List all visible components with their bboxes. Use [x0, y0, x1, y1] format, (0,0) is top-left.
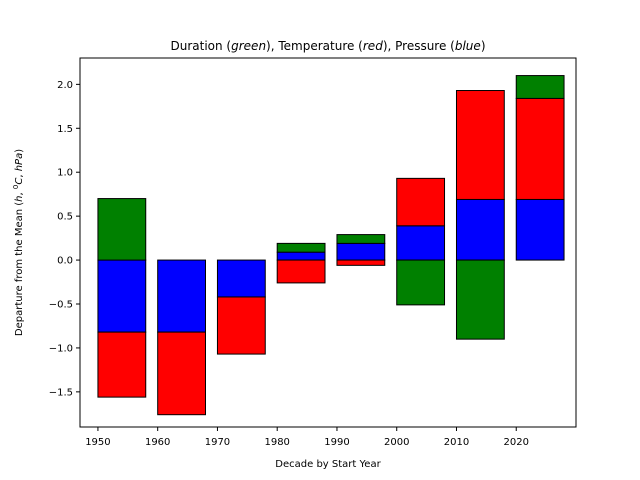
bar-s1-1950: [97, 331, 147, 398]
x-tick-label: 1980: [264, 437, 289, 448]
bar-s2-1980: [276, 242, 326, 253]
bar-s1-1990: [336, 259, 386, 266]
bar-s2-2010: [455, 259, 505, 340]
bars-layer: [97, 75, 565, 416]
y-tick-label: −0.5: [49, 300, 73, 311]
x-axis-label: Decade by Start Year: [275, 459, 381, 470]
bar-s0-1960: [157, 259, 207, 333]
bar-s0-1980: [276, 251, 326, 261]
bar-s1-2010: [455, 90, 505, 200]
y-tick-label: −1.0: [49, 343, 73, 354]
y-axis-label: Departure from the Mean (h, 0C, hPa): [12, 149, 25, 336]
y-tick-label: 0.5: [57, 212, 73, 223]
x-tick-label: 2010: [444, 437, 469, 448]
bar-s1-2020: [515, 97, 565, 200]
bar-s1-1980: [276, 259, 326, 284]
y-tick-label: 1.0: [57, 168, 73, 179]
bar-s2-1950: [97, 198, 147, 261]
y-tick-label: 2.0: [57, 80, 73, 91]
bar-s1-1960: [157, 331, 207, 416]
x-tick-label: 2020: [504, 437, 529, 448]
bar-s0-1950: [97, 259, 147, 333]
x-tick-label: 1960: [145, 437, 170, 448]
bar-s0-1990: [336, 242, 386, 261]
bar-s1-2000: [396, 177, 446, 227]
bar-s1-1970: [216, 296, 266, 355]
x-tick-label: 1950: [85, 437, 110, 448]
x-tick-label: 1990: [324, 437, 349, 448]
bar-s0-2000: [396, 225, 446, 261]
x-axis: 1950 1960 1970 1980 1990 2000 2010 2020: [85, 427, 529, 448]
bar-s2-1990: [336, 234, 386, 244]
chart-title: Duration (green), Temperature (red), Pre…: [171, 39, 486, 53]
plot-frame: [79, 57, 577, 428]
x-tick-label: 1970: [205, 437, 230, 448]
bar-s0-2020: [515, 198, 565, 261]
x-tick-label: 2000: [384, 437, 409, 448]
y-axis: −1.5 −1.0 −0.5 0.0 0.5 1.0 1.5 2.0: [49, 80, 80, 398]
bar-s2-2020: [515, 75, 565, 99]
bar-s2-2000: [396, 259, 446, 306]
bar-s0-1970: [216, 259, 266, 298]
bar-s0-2010: [455, 198, 505, 261]
y-tick-label: 1.5: [57, 124, 73, 135]
y-tick-label: −1.5: [49, 387, 73, 398]
y-tick-label: 0.0: [57, 256, 73, 267]
